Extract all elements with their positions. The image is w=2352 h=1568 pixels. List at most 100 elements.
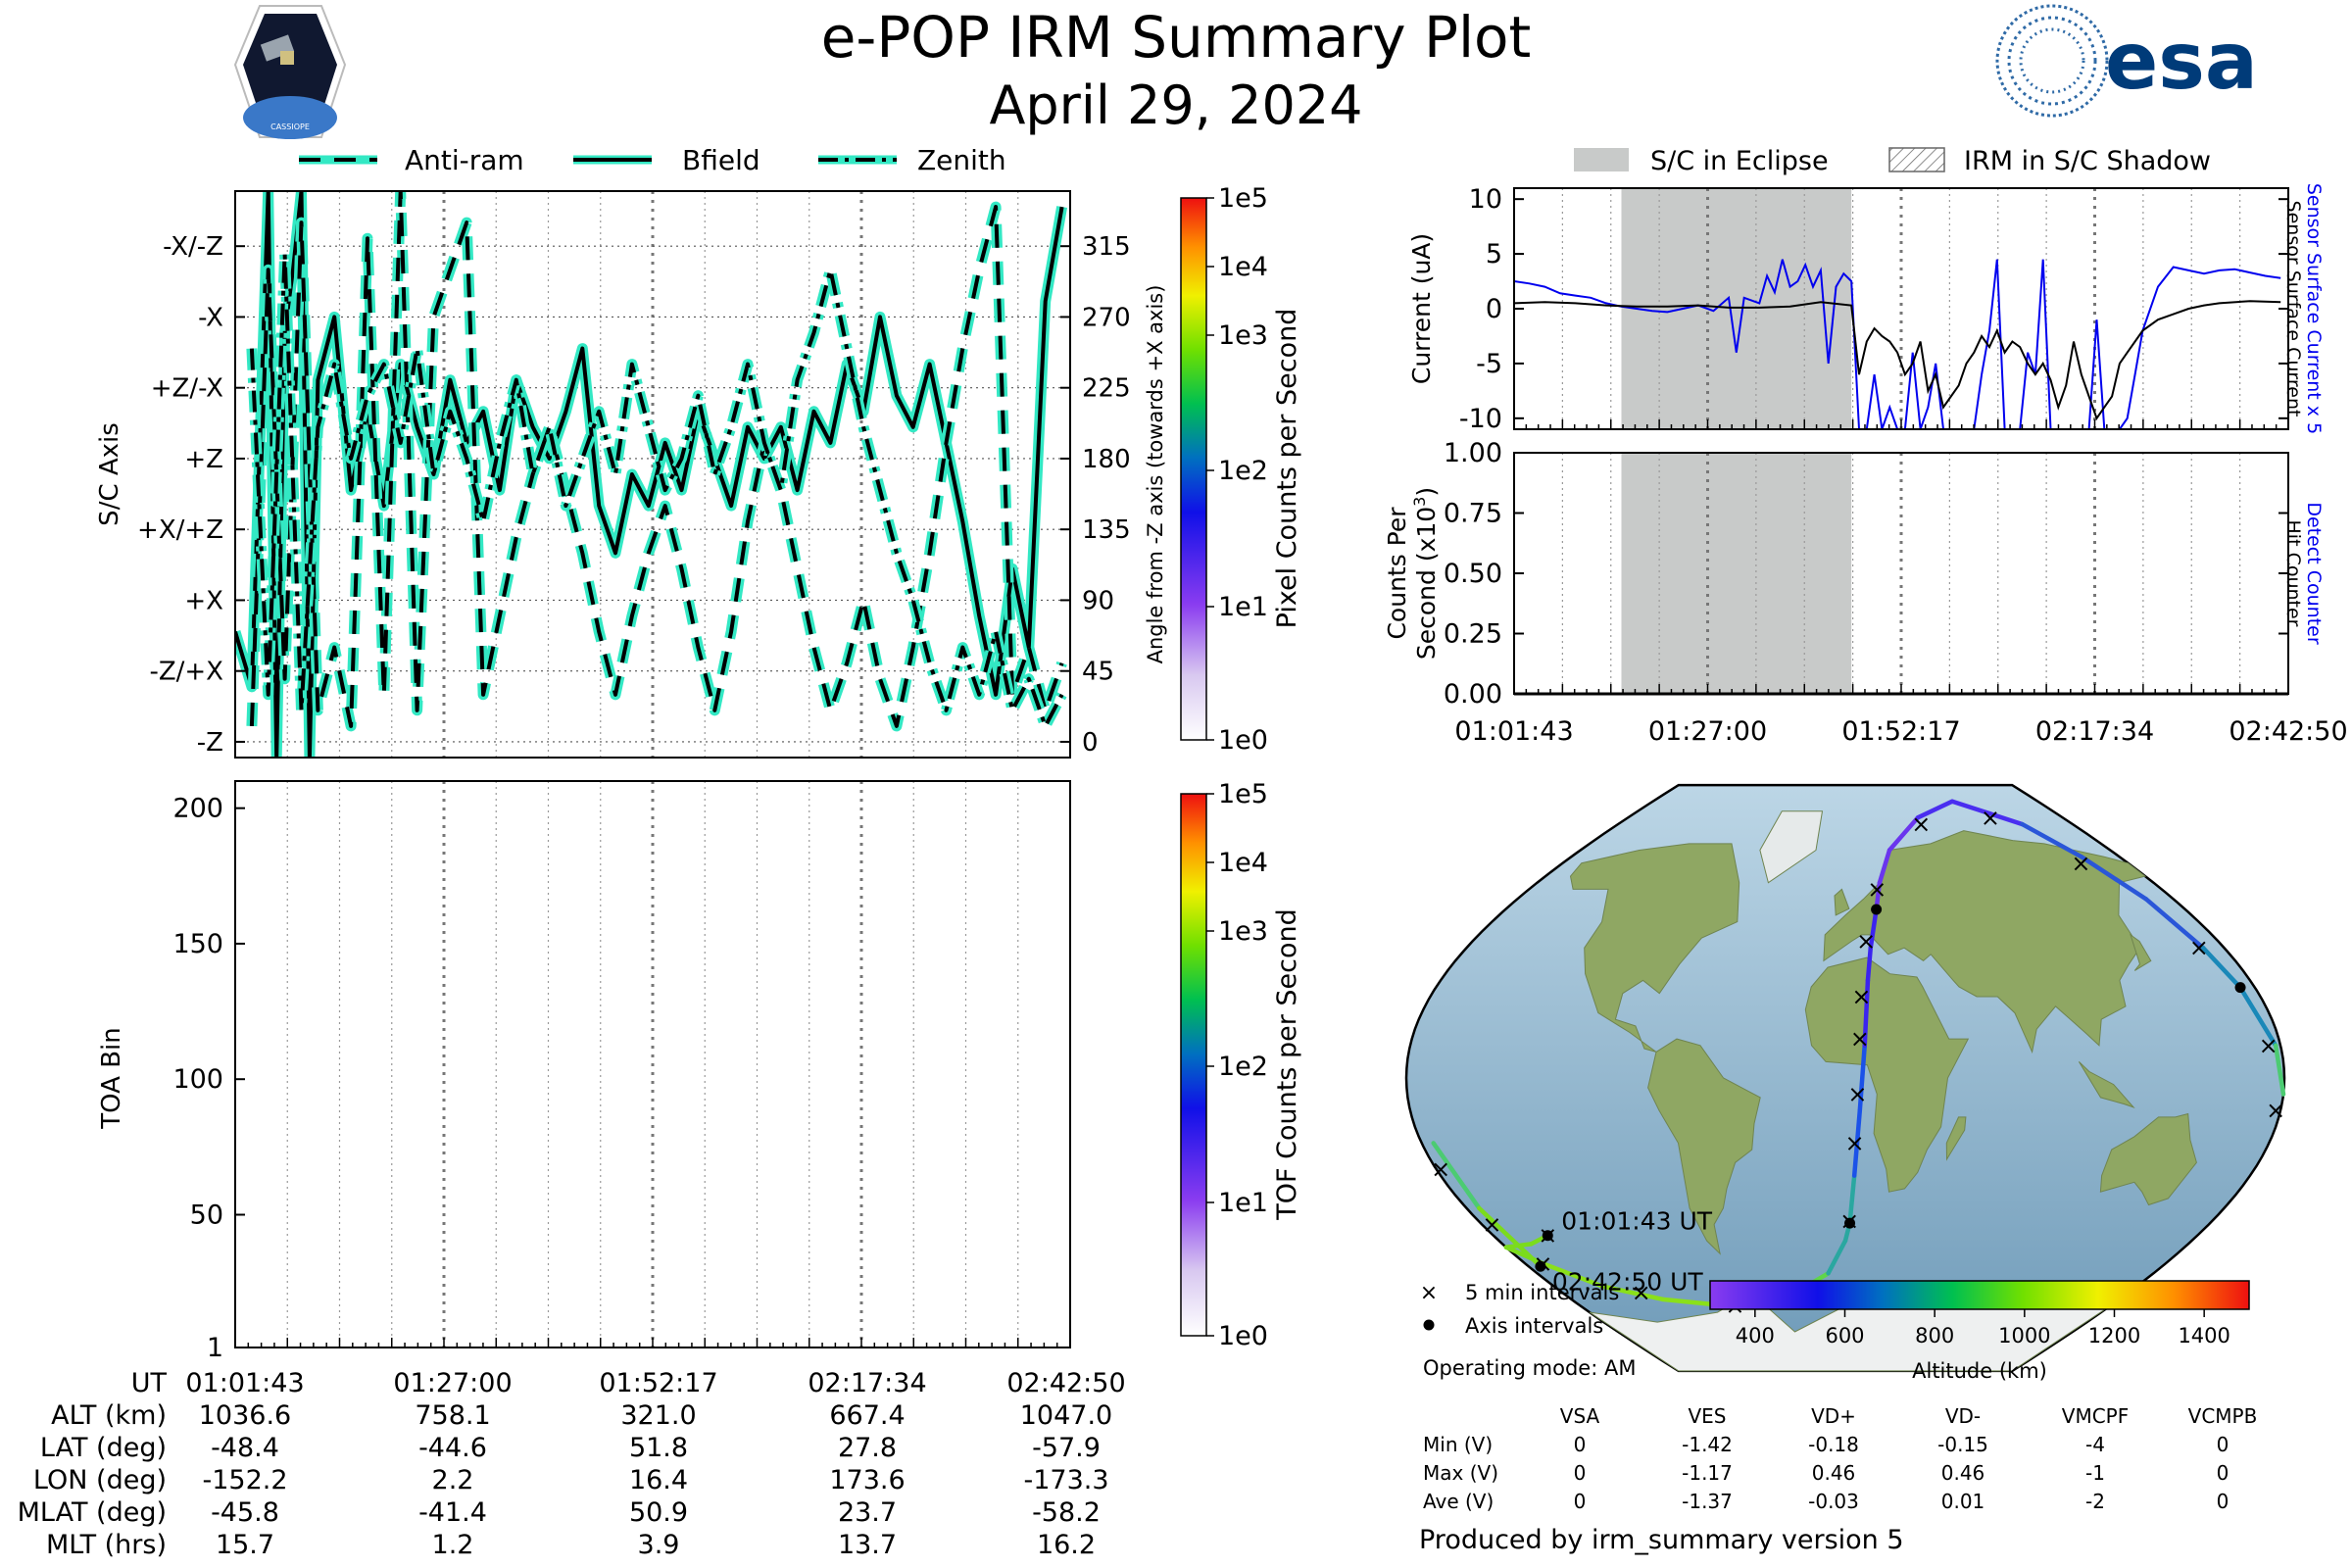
cbar-tick-label: 1e5	[1218, 183, 1268, 214]
five-min-marker: ×	[1911, 810, 1931, 838]
ephem-row-label: ALT (km)	[51, 1400, 167, 1431]
track-start-label: 01:01:43 UT	[1561, 1207, 1713, 1236]
stats-row-label: Min (V)	[1423, 1433, 1493, 1456]
stats-cell: -1	[2085, 1461, 2105, 1485]
ephem-row-label: MLAT (deg)	[18, 1497, 167, 1528]
ytick-label: 0.00	[1444, 679, 1502, 710]
stats-row-label: Ave (V)	[1423, 1490, 1494, 1513]
current-ylabel: Current (uA)	[1407, 233, 1436, 384]
altitude-label: Altitude (km)	[1912, 1359, 2047, 1383]
stats-cell: -1.42	[1682, 1433, 1733, 1456]
ephem-cell: 1036.6	[199, 1400, 291, 1431]
altitude-tick-label: 1200	[2088, 1324, 2140, 1348]
ephem-cell: 15.7	[216, 1530, 274, 1560]
axis-angle-panel: -X/-Z -X +Z/-X +Z +X/+Z +X -Z/+X -Z 315 270 225 18…	[95, 190, 1167, 759]
five-min-marker-icon: ×	[1420, 1281, 1438, 1305]
counts-right-label-blue: Detect Counter	[2303, 502, 2325, 645]
cbar-tick-label: 1e4	[1218, 848, 1268, 878]
altitude-tick-label: 1400	[2178, 1324, 2230, 1348]
ytick-label: 5	[1486, 239, 1502, 270]
ytick-label: 100	[172, 1064, 223, 1095]
track-segment	[2143, 897, 2206, 951]
stats-cell: 0	[1574, 1461, 1587, 1485]
altitude-ticks: 400 600 800 1000 1200 1400	[1736, 1309, 2230, 1348]
pixel-colorbar: 1e5 1e4 1e3 1e2 1e1 1e0 Pixel Counts per Seco…	[1180, 183, 1302, 756]
legend-anti-ram: Anti-ram	[405, 144, 524, 176]
five-min-label: 5 min intervals	[1465, 1281, 1619, 1304]
time-label: 02:17:34	[2035, 716, 2154, 747]
axis-marker	[1844, 1217, 1856, 1229]
track-segment	[1826, 1238, 1848, 1276]
five-min-marker: ×	[2189, 934, 2209, 961]
cbar-tick-label: 1e2	[1218, 456, 1268, 486]
right-tick-label: 45	[1082, 658, 1114, 687]
axis-angle-yticks: -X/-Z -X +Z/-X +Z +X/+Z +X -Z/+X -Z	[137, 232, 245, 758]
stats-cell: 0	[1574, 1490, 1587, 1513]
north-america-land	[1569, 843, 1740, 1053]
counts-ylabel-line2: Second (x103)	[1410, 487, 1441, 660]
right-tick-label: 180	[1082, 445, 1131, 474]
counts-eclipse-band	[1621, 453, 1852, 694]
ytick-label: 0.50	[1444, 559, 1502, 589]
right-tick-label: 0	[1082, 728, 1099, 758]
altitude-tick-label: 400	[1736, 1324, 1775, 1348]
ephem-row-label: MLT (hrs)	[46, 1530, 167, 1560]
axis-marker-icon	[1423, 1319, 1435, 1331]
track-segment	[1847, 1173, 1857, 1226]
map-continents	[1569, 810, 2197, 1372]
current-grid	[1561, 188, 2241, 429]
stats-cell: 0.46	[1812, 1461, 1856, 1485]
five-min-marker: ×	[1856, 928, 1876, 956]
altitude-colorbar: 400 600 800 1000 1200 1400 Altitude (km)	[1709, 1280, 2250, 1383]
axis-marker	[2234, 982, 2246, 994]
ephem-cell: 1.2	[432, 1530, 474, 1560]
cbar-tick-label: 1e0	[1218, 725, 1268, 756]
ephem-row-label: LON (deg)	[33, 1465, 167, 1495]
tof-colorbar-ticks: 1e5 1e4 1e3 1e2 1e1 1e0	[1206, 779, 1268, 1351]
ytick-label: 150	[172, 929, 223, 959]
current-traces	[1514, 259, 2281, 429]
tof-colorbar: 1e5 1e4 1e3 1e2 1e1 1e0 TOF Counts per Second	[1180, 779, 1302, 1351]
stats-header: VES	[1688, 1404, 1726, 1428]
track-segment	[1851, 1107, 1863, 1178]
track-segment	[1868, 906, 1879, 951]
ytick-label: 10	[1469, 184, 1502, 215]
stats-cell: 0	[2217, 1433, 2230, 1456]
stats-header: VSA	[1560, 1404, 1600, 1428]
ytick-label: 0.75	[1444, 499, 1502, 529]
cassiope-logo: CASSIOPE	[233, 5, 347, 139]
operating-mode: Operating mode: AM	[1423, 1356, 1636, 1380]
counts-yticks: 1.00 0.75 0.50 0.25 0.00	[1444, 438, 2289, 710]
stats-header: VD+	[1811, 1404, 1856, 1428]
ytick-label: -10	[1459, 404, 1502, 434]
ephemeris-table: UT 01:01:43 01:27:00 01:52:17 02:17:34 02:42:…	[18, 1368, 1126, 1560]
right-time-labels: 01:01:43 01:27:00 01:52:17 02:17:34 02:42:50	[1454, 716, 2347, 747]
ephem-cell: 1047.0	[1020, 1400, 1112, 1431]
logo-text: CASSIOPE	[270, 122, 310, 131]
cbar-tick-label: 1e5	[1218, 779, 1268, 809]
ytick-label: 0.25	[1444, 619, 1502, 650]
cbar-tick-label: 1e0	[1218, 1321, 1268, 1351]
trace-bfield	[235, 191, 1064, 758]
ephem-cell: 01:52:17	[599, 1368, 717, 1398]
ephem-cell: -173.3	[1023, 1465, 1108, 1495]
ephem-cell: 3.9	[638, 1530, 680, 1560]
ytick-label: +Z	[184, 445, 223, 474]
five-min-marker: ×	[2259, 1032, 2278, 1059]
current-right-label-blue: Sensor Surface Current x 5	[2303, 183, 2325, 434]
track-segment	[1541, 1261, 1605, 1289]
time-label: 01:52:17	[1841, 716, 1960, 747]
axis-angle-traces	[235, 191, 1068, 758]
stats-cell: 0	[1574, 1433, 1587, 1456]
toa-grid	[286, 781, 1019, 1348]
ytick-label: 1.00	[1444, 438, 1502, 468]
ephem-cell: -58.2	[1032, 1497, 1101, 1528]
five-min-marker: ×	[1632, 1279, 1651, 1306]
stats-cell: -1.17	[1682, 1461, 1733, 1485]
counts-ylabel-close: )	[1412, 487, 1441, 497]
counts-ylabel-base: Second (x10	[1412, 507, 1441, 660]
britain-land	[1834, 888, 1850, 916]
track-segment	[1599, 1284, 1665, 1302]
pixel-colorbar-ticks: 1e5 1e4 1e3 1e2 1e1 1e0	[1206, 183, 1268, 756]
